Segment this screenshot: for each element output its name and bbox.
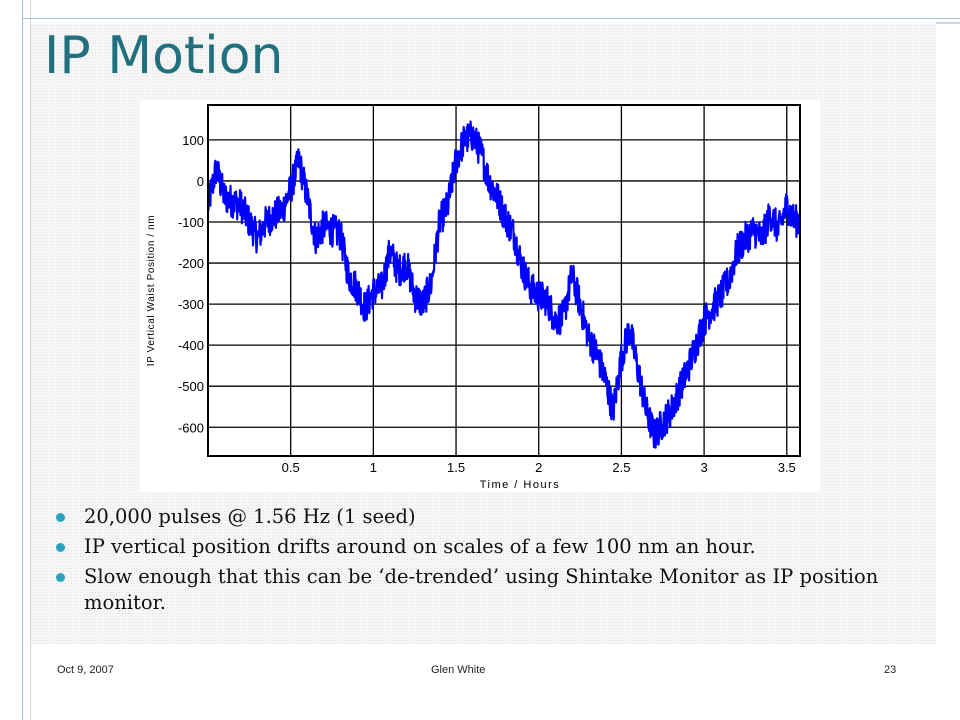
plot-frame — [207, 104, 801, 457]
y-axis-label: IP Vertical Waist Position / nm — [146, 215, 157, 366]
y-tick-label: -500 — [178, 379, 204, 394]
plot-frame-outline — [207, 104, 801, 457]
x-tick-label: 1 — [370, 460, 377, 475]
y-tick-label: -600 — [178, 420, 204, 435]
y-tick-label: -400 — [178, 338, 204, 353]
bullet-dot-icon — [56, 513, 65, 522]
bullet-item: 20,000 pulses @ 1.56 Hz (1 seed) — [56, 504, 926, 530]
bullet-list: 20,000 pulses @ 1.56 Hz (1 seed) IP vert… — [56, 504, 926, 620]
x-tick-label: 2.5 — [612, 460, 630, 475]
bullet-item: IP vertical position drifts around on sc… — [56, 534, 926, 560]
slide-frame-top — [22, 18, 960, 19]
slide-frame-tab — [936, 22, 960, 24]
x-tick-label: 3 — [700, 460, 707, 475]
ip-motion-chart: 0.5 1 1.5 2 2.5 3 3.5 100 0 -100 -200 -300 -400 -500 -… — [140, 100, 820, 492]
x-tick-label: 1.5 — [447, 460, 465, 475]
bullet-text: 20,000 pulses @ 1.56 Hz (1 seed) — [84, 505, 416, 528]
slide-title: IP Motion — [44, 26, 284, 86]
x-tick-label: 0.5 — [282, 460, 300, 475]
chart-svg: 0.5 1 1.5 2 2.5 3 3.5 100 0 -100 -200 -300 -400 -500 -… — [146, 104, 802, 491]
bullet-text: Slow enough that this can be ‘de-trended… — [84, 565, 879, 614]
slide-frame-left — [22, 0, 23, 720]
x-tick-label: 3.5 — [778, 460, 796, 475]
data-series-line — [206, 120, 802, 449]
bullet-item: Slow enough that this can be ‘de-trended… — [56, 564, 926, 616]
footer-author: Glen White — [431, 664, 486, 676]
x-axis-label: Time / Hours — [480, 479, 561, 491]
footer-date: Oct 9, 2007 — [57, 664, 114, 676]
bullet-dot-icon — [56, 543, 65, 552]
y-tick-label: -100 — [178, 215, 204, 230]
y-tick-label: 100 — [182, 133, 204, 148]
footer-page-number: 23 — [884, 664, 897, 676]
slide-frame-left-inner — [30, 0, 31, 720]
x-tick-label: 2 — [535, 460, 542, 475]
y-tick-label: 0 — [197, 174, 204, 189]
bullet-dot-icon — [56, 573, 65, 582]
bullet-text: IP vertical position drifts around on sc… — [84, 535, 756, 558]
y-tick-label: -200 — [178, 256, 204, 271]
y-tick-label: -300 — [178, 297, 204, 312]
